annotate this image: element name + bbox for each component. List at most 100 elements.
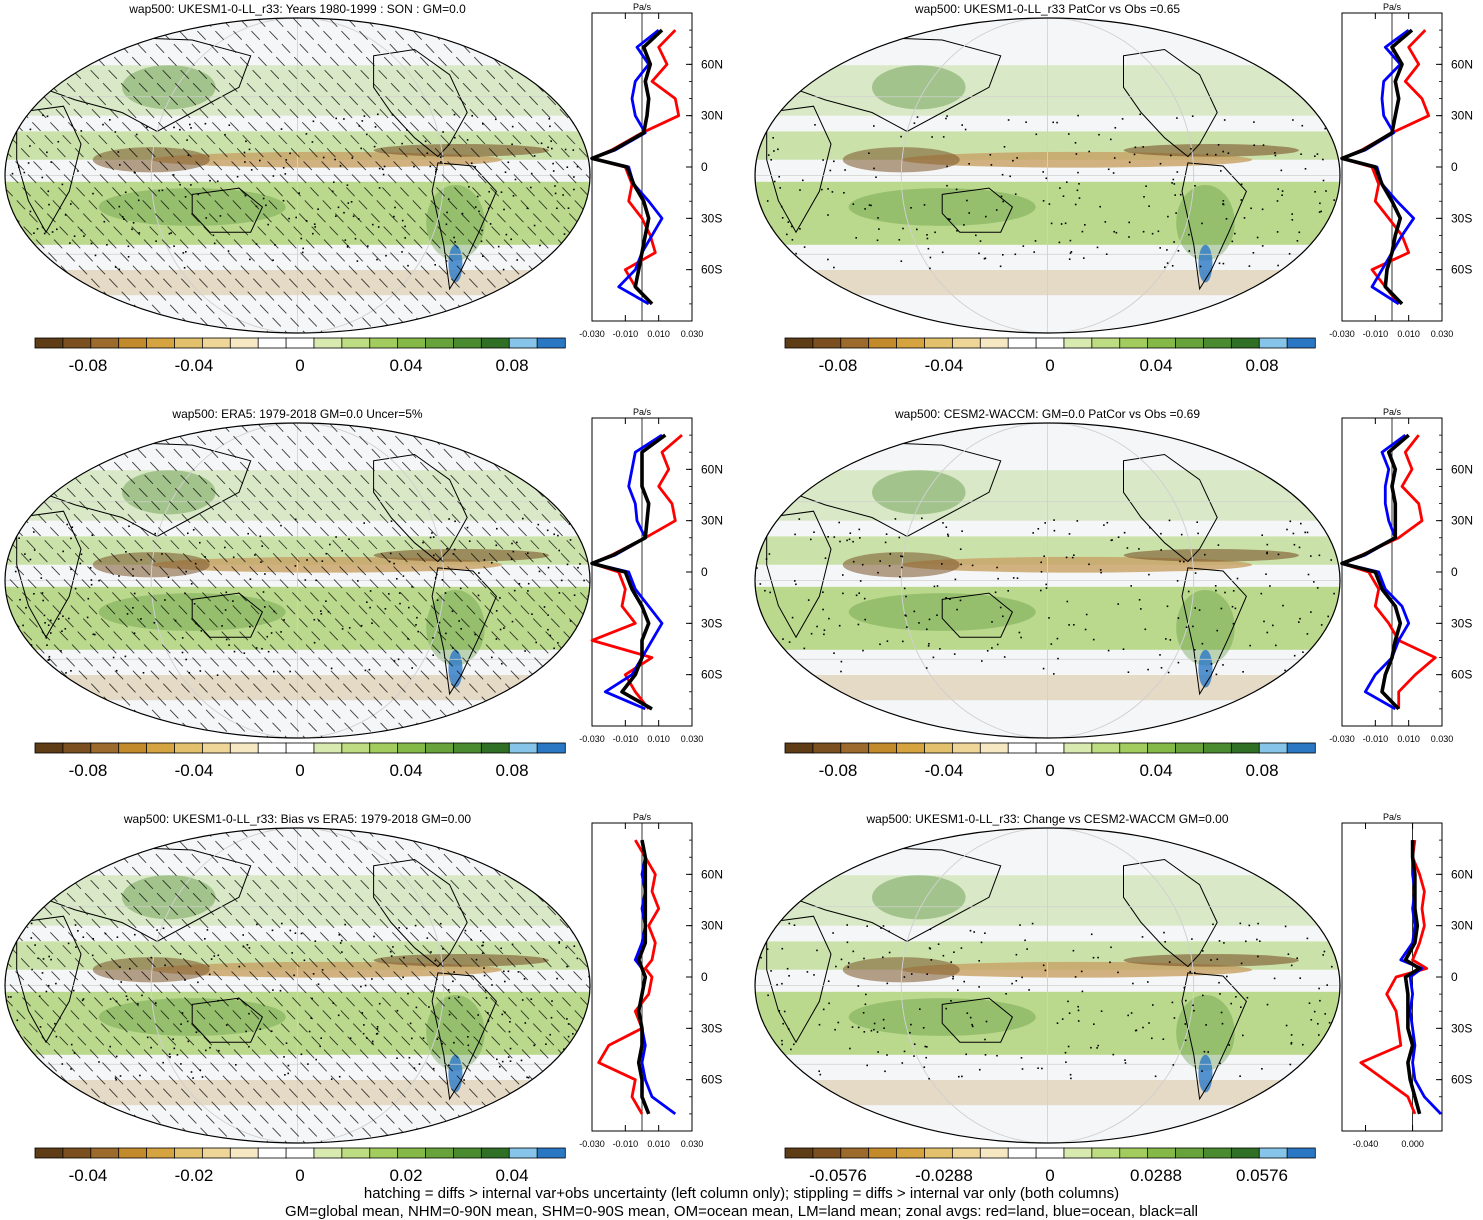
colorbar-tick-label: 0.0288 <box>1130 1166 1182 1185</box>
colorbar-swatch <box>398 743 426 753</box>
colorbar-tick-label: 0 <box>1045 761 1054 780</box>
x-tick-label: 0.010 <box>647 329 670 339</box>
east-pacific-streak <box>374 144 550 157</box>
colorbar-swatch <box>952 1148 980 1158</box>
colorbar-swatch <box>1008 743 1036 753</box>
colorbar-swatch <box>481 1148 509 1158</box>
colorbar-swatch <box>537 743 565 753</box>
colorbar-swatch <box>314 1148 342 1158</box>
panel-6: wap500: UKESM1-0-LL_r33: Change vs CESM2… <box>755 812 1473 1185</box>
map <box>755 423 1341 738</box>
asia-patch <box>872 875 966 919</box>
lat-tick-label: 30N <box>1451 514 1473 528</box>
series-land <box>599 840 659 1114</box>
lat-tick-label: 0 <box>701 160 708 174</box>
zonal-units: Pa/s <box>633 812 652 822</box>
colorbar-swatch <box>869 743 897 753</box>
colorbar-swatch <box>481 743 509 753</box>
colorbar-swatch <box>35 743 63 753</box>
x-tick-label: 0.030 <box>681 734 704 744</box>
colorbar-swatch <box>1036 743 1064 753</box>
lat-tick-label: 60N <box>1451 867 1473 881</box>
panel-title: wap500: UKESM1-0-LL_r33: Change vs CESM2… <box>865 812 1228 826</box>
lat-tick-label: 60N <box>1451 57 1473 71</box>
lat-tick-label: 60S <box>701 668 722 682</box>
colorbar-swatch <box>1231 743 1259 753</box>
x-tick-label: 0.030 <box>1431 329 1454 339</box>
x-tick-label: 0.010 <box>1397 734 1420 744</box>
colorbar-swatch <box>980 338 1008 348</box>
colorbar-swatch <box>841 1148 869 1158</box>
lat-tick-label: 30S <box>1451 211 1472 225</box>
lat-tick-label: 30S <box>701 616 722 630</box>
colorbar-swatch <box>869 338 897 348</box>
x-tick-label: 0.010 <box>647 734 670 744</box>
series-land <box>1361 840 1427 1114</box>
colorbar-tick-label: -0.04 <box>175 356 214 375</box>
colorbar-swatch <box>230 338 258 348</box>
colorbar-tick-label: 0 <box>1045 1166 1054 1185</box>
colorbar-tick-label: -0.02 <box>175 1166 214 1185</box>
colorbar-swatch <box>1176 1148 1204 1158</box>
colorbar-swatch <box>147 1148 175 1158</box>
footnote-1: hatching = diffs > internal var+obs unce… <box>0 1185 1483 1202</box>
colorbar-swatch <box>398 1148 426 1158</box>
zonal-units: Pa/s <box>1383 2 1402 12</box>
colorbar-swatch <box>1036 338 1064 348</box>
x-tick-label: 0.000 <box>1401 1139 1424 1149</box>
colorbar-swatch <box>1092 338 1120 348</box>
colorbar-swatch <box>342 1148 370 1158</box>
colorbar-tick-label: 0.04 <box>389 356 422 375</box>
colorbar-swatch <box>952 743 980 753</box>
colorbar-swatch <box>1036 1148 1064 1158</box>
colorbar-tick-label: 0.04 <box>1139 356 1172 375</box>
colorbar-swatch <box>35 338 63 348</box>
colorbar-swatch <box>1064 1148 1092 1158</box>
colorbar-swatch <box>1259 338 1287 348</box>
colorbar-swatch <box>370 338 398 348</box>
panel-title: wap500: UKESM1-0-LL_r33: Bias vs ERA5: 1… <box>123 812 472 826</box>
andes-patch <box>1198 1055 1212 1093</box>
colorbar-tick-label: -0.04 <box>925 761 964 780</box>
colorbar-swatch <box>813 338 841 348</box>
colorbar-swatch <box>924 338 952 348</box>
asia-patch <box>872 65 966 109</box>
x-tick-label: -0.030 <box>579 329 605 339</box>
colorbar-swatch <box>785 1148 813 1158</box>
asia-patch <box>872 470 966 514</box>
asia-patch <box>122 65 216 109</box>
lat-tick-label: 0 <box>1451 160 1458 174</box>
colorbar-swatch <box>537 1148 565 1158</box>
lat-tick-label: 60N <box>701 462 723 476</box>
zonal-units: Pa/s <box>1383 407 1402 417</box>
panel-title: wap500: CESM2-WACCM: GM=0.0 PatCor vs Ob… <box>894 407 1200 421</box>
colorbar-tick-label: 0.08 <box>495 356 528 375</box>
colorbar-swatch <box>119 338 147 348</box>
series-ocean <box>1342 30 1414 304</box>
colorbar-swatch <box>980 1148 1008 1158</box>
zonal-units: Pa/s <box>1383 812 1402 822</box>
colorbar-swatch <box>1203 338 1231 348</box>
x-tick-label: -0.010 <box>613 329 639 339</box>
colorbar-tick-label: 0.04 <box>389 761 422 780</box>
colorbar-swatch <box>897 743 925 753</box>
map <box>755 18 1340 333</box>
colorbar-swatch <box>398 338 426 348</box>
colorbar-swatch <box>785 338 813 348</box>
colorbar-swatch <box>813 1148 841 1158</box>
colorbar-swatch <box>1148 1148 1176 1158</box>
colorbar-swatch <box>174 1148 202 1158</box>
colorbar-swatch <box>453 338 481 348</box>
series-all <box>1342 435 1409 709</box>
colorbar-tick-label: -0.04 <box>69 1166 108 1185</box>
colorbar-swatch <box>1259 743 1287 753</box>
colorbar-tick-label: 0 <box>295 356 304 375</box>
colorbar-swatch <box>1231 1148 1259 1158</box>
colorbar-tick-label: -0.08 <box>69 761 108 780</box>
colorbar-tick-label: -0.08 <box>819 356 858 375</box>
